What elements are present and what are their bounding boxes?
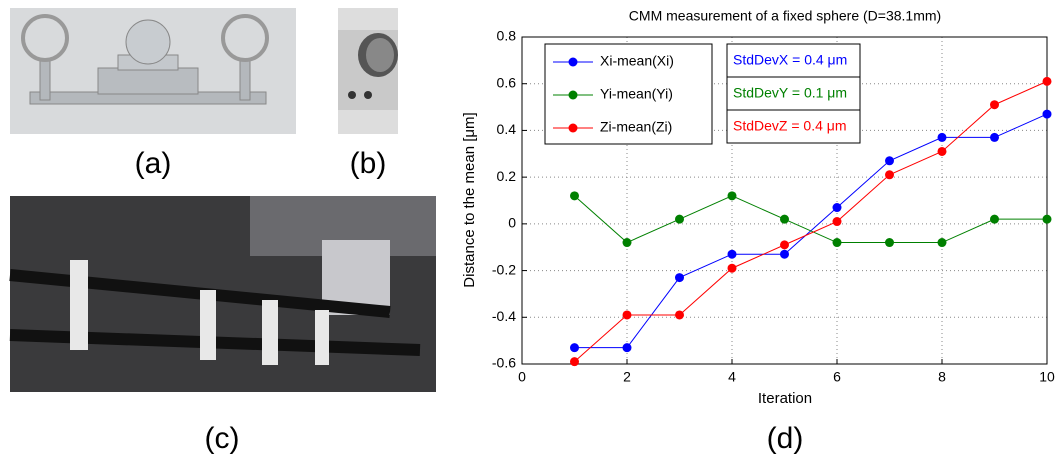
data-point xyxy=(675,214,684,224)
data-point xyxy=(675,310,684,320)
data-point xyxy=(1042,76,1052,86)
y-tick-label: -0.4 xyxy=(492,308,516,324)
data-point xyxy=(885,238,894,248)
data-point xyxy=(832,203,842,213)
y-tick-label: -0.2 xyxy=(492,261,516,277)
y-tick-label: 0.8 xyxy=(497,28,517,44)
annotation: StdDevY = 0.1 μm xyxy=(733,85,847,101)
x-tick-label: 10 xyxy=(1039,369,1055,385)
y-axis-label: Distance to the mean [μm] xyxy=(461,112,478,287)
data-point xyxy=(780,214,789,224)
data-point xyxy=(622,238,632,248)
y-tick-label: 0.2 xyxy=(497,168,517,184)
x-tick-label: 8 xyxy=(938,369,946,385)
legend-label: Zi-mean(Zi) xyxy=(600,119,672,135)
series-line xyxy=(574,80,1048,363)
data-point xyxy=(990,132,999,142)
data-point xyxy=(622,310,632,320)
x-tick-label: 6 xyxy=(833,369,841,385)
data-point xyxy=(885,156,894,166)
legend-swatch xyxy=(568,57,578,67)
x-tick-label: 2 xyxy=(623,369,631,385)
data-point xyxy=(570,191,579,201)
data-point xyxy=(570,357,579,367)
data-point xyxy=(727,263,737,273)
data-point xyxy=(832,238,842,248)
data-point xyxy=(937,238,947,248)
panel-label: (c) xyxy=(205,422,240,455)
panel-label: (d) xyxy=(767,422,804,455)
legend-swatch xyxy=(568,90,578,100)
legend-swatch xyxy=(568,123,578,133)
legend-label: Yi-mean(Yi) xyxy=(600,86,673,102)
x-tick-label: 0 xyxy=(518,369,526,385)
data-point xyxy=(937,146,947,156)
data-point xyxy=(622,343,632,353)
data-point xyxy=(885,170,894,180)
photo-a xyxy=(10,8,296,134)
data-point xyxy=(990,100,999,110)
data-point xyxy=(1042,109,1052,119)
photo-c xyxy=(9,196,436,392)
annotation-box xyxy=(726,43,861,78)
data-point xyxy=(937,132,947,142)
chart-title: CMM measurement of a fixed sphere (D=38.… xyxy=(629,8,941,24)
panel-label: (a) xyxy=(135,147,172,180)
legend-label: Xi-mean(Xi) xyxy=(600,53,674,69)
x-axis-label: Iteration xyxy=(758,390,812,407)
data-point xyxy=(727,191,737,201)
panel-label: (b) xyxy=(350,147,387,180)
annotation-box xyxy=(726,109,861,144)
data-point xyxy=(675,273,684,283)
data-point xyxy=(832,217,842,227)
annotation-box xyxy=(726,76,861,111)
y-tick-label: 0.4 xyxy=(497,121,517,137)
photo-b xyxy=(338,8,398,134)
series-line xyxy=(574,195,1047,244)
data-point xyxy=(990,214,999,224)
y-tick-label: -0.6 xyxy=(492,355,516,371)
annotation: StdDevX = 0.4 μm xyxy=(733,52,847,68)
data-point xyxy=(780,240,789,250)
data-point xyxy=(570,343,579,353)
y-tick-label: 0 xyxy=(508,215,516,231)
annotation: StdDevZ = 0.4 μm xyxy=(733,118,847,134)
data-point xyxy=(1042,214,1052,224)
data-point xyxy=(780,249,789,259)
data-point xyxy=(727,249,737,259)
x-tick-label: 4 xyxy=(728,369,736,385)
y-tick-label: 0.6 xyxy=(497,74,517,90)
plot-frame xyxy=(521,36,1048,365)
